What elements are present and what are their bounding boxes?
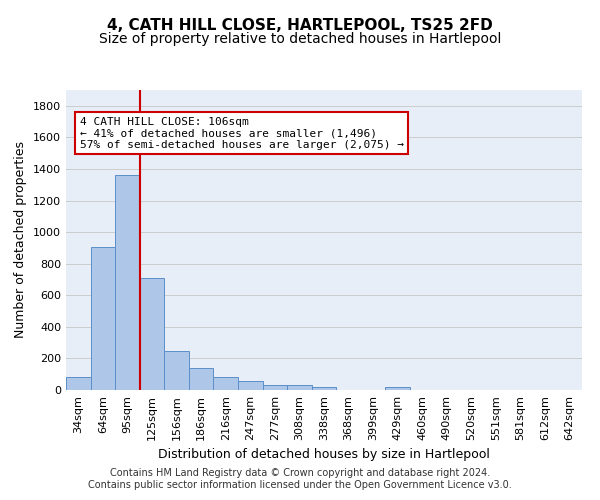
Text: 4, CATH HILL CLOSE, HARTLEPOOL, TS25 2FD: 4, CATH HILL CLOSE, HARTLEPOOL, TS25 2FD — [107, 18, 493, 32]
Y-axis label: Number of detached properties: Number of detached properties — [14, 142, 28, 338]
Text: Contains HM Land Registry data © Crown copyright and database right 2024.
Contai: Contains HM Land Registry data © Crown c… — [88, 468, 512, 490]
Bar — [91, 247, 115, 390]
Bar — [115, 176, 140, 390]
Bar — [312, 387, 336, 390]
Bar — [214, 376, 238, 390]
Bar — [140, 278, 164, 390]
Bar — [263, 386, 287, 390]
Bar — [66, 378, 91, 390]
Bar — [189, 368, 214, 390]
X-axis label: Distribution of detached houses by size in Hartlepool: Distribution of detached houses by size … — [158, 448, 490, 462]
Bar — [287, 386, 312, 390]
Text: Size of property relative to detached houses in Hartlepool: Size of property relative to detached ho… — [99, 32, 501, 46]
Bar — [238, 382, 263, 390]
Bar — [385, 387, 410, 390]
Text: 4 CATH HILL CLOSE: 106sqm
← 41% of detached houses are smaller (1,496)
57% of se: 4 CATH HILL CLOSE: 106sqm ← 41% of detac… — [80, 117, 404, 150]
Bar — [164, 350, 189, 390]
